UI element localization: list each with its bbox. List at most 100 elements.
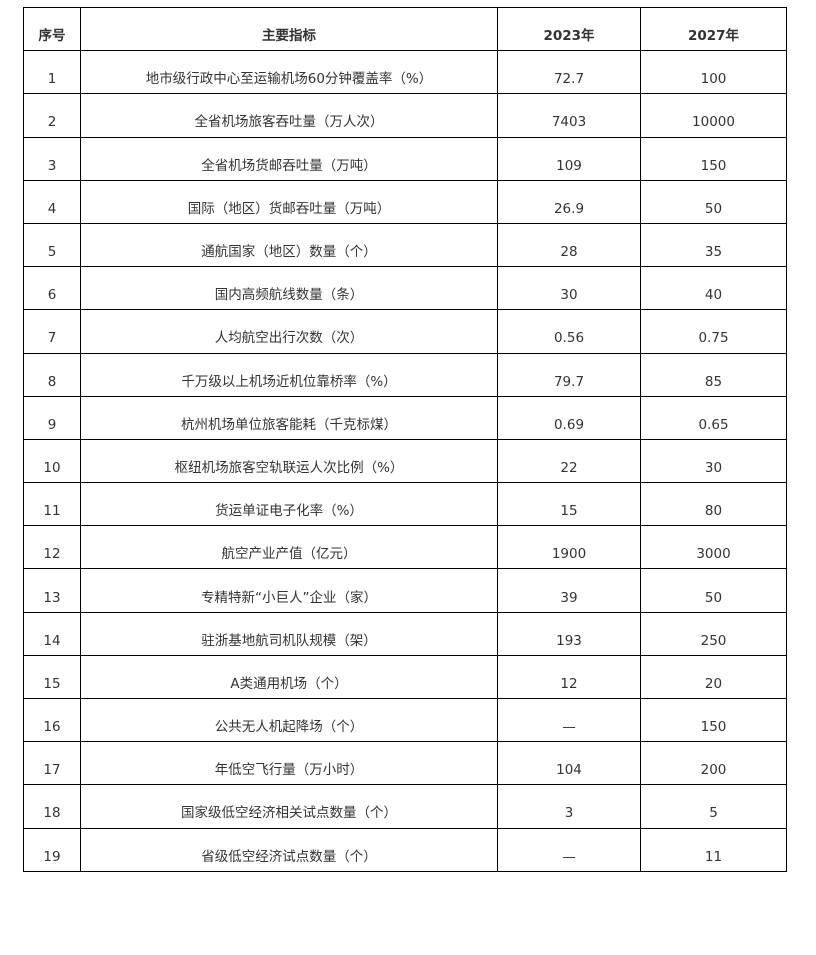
table-row: 4 国际（地区）货邮吞吐量（万吨） 26.9 50: [23, 179, 787, 224]
table-row: 19 省级低空经济试点数量（个） —11: [23, 827, 787, 872]
value-2027-cell: 20: [640, 654, 787, 700]
indicator-cell: 省级低空经济试点数量（个）: [80, 827, 498, 872]
value-2027-cell: 50: [640, 568, 787, 613]
value-2023-cell: 0.69: [497, 395, 641, 440]
value-2027-cell: 250: [640, 611, 787, 656]
value-2023-cell: 22: [497, 438, 641, 484]
value-2027-cell: 0.75: [640, 309, 787, 354]
table-row: 17 年低空飞行量（万小时） 104 200: [23, 741, 787, 786]
table-row: 5 通航国家（地区）数量（个） 28 35: [23, 222, 787, 268]
index-cell: 5: [23, 222, 81, 268]
index-cell: 19: [23, 827, 81, 872]
index-cell: 1: [23, 50, 81, 95]
value-2023-cell: —: [497, 697, 641, 743]
table-row: 2 全省机场旅客吞吐量（万人次） 7403 10000: [23, 93, 787, 138]
indicator-cell: 杭州机场单位旅客能耗（千克标煤）: [80, 395, 498, 440]
index-cell: 9: [23, 395, 81, 440]
table-row: 10 枢纽机场旅客空轨联运人次比例（%） 22 30: [23, 438, 787, 484]
table-row: 9 杭州机场单位旅客能耗（千克标煤） 0.69 0.65: [23, 395, 787, 440]
value-2023-cell: 1900: [497, 525, 641, 570]
value-2027-cell: 10000: [640, 93, 787, 138]
indicator-cell: 千万级以上机场近机位靠桥率（%）: [80, 352, 498, 397]
index-cell: 13: [23, 568, 81, 613]
indicator-cell: 国家级低空经济相关试点数量（个）: [80, 784, 498, 829]
value-2027-cell: 80: [640, 482, 787, 527]
value-2027-cell: 0.65: [640, 395, 787, 440]
header-indicator: 主要指标: [80, 6, 498, 52]
table-header-row: 序号 主要指标 2023年 2027年: [23, 6, 787, 52]
table-row: 3 全省机场货邮吞吐量（万吨） 109 150: [23, 136, 787, 181]
value-2027-cell: 85: [640, 352, 787, 397]
header-index: 序号: [23, 6, 81, 52]
table-row: 12 航空产业产值（亿元） 1900 3000: [23, 525, 787, 570]
table-row: 11 货运单证电子化率（%） 15 80: [23, 482, 787, 527]
table-row: 14 驻浙基地航司机队规模（架） 193 250: [23, 611, 787, 656]
value-2027-cell: 50: [640, 179, 787, 224]
value-2027-cell: 150: [640, 697, 787, 743]
value-2023-cell: 7403: [497, 93, 641, 138]
indicator-cell: 货运单证电子化率（%）: [80, 482, 498, 527]
indicator-cell: A类通用机场（个）: [80, 654, 498, 700]
value-2023-cell: 104: [497, 741, 641, 786]
value-2027-cell: 30: [640, 438, 787, 484]
table-row: 15 A类通用机场（个） 12 20: [23, 654, 787, 700]
header-2027: 2027年: [640, 6, 787, 52]
table-row: 6 国内高频航线数量（条） 30 40: [23, 266, 787, 311]
value-2023-cell: 109: [497, 136, 641, 181]
value-2023-cell: 0.56: [497, 309, 641, 354]
table-row: 18 国家级低空经济相关试点数量（个） 3 5: [23, 784, 787, 829]
value-2023-cell: 30: [497, 266, 641, 311]
value-2023-cell: 15: [497, 482, 641, 527]
value-2023-cell: 193: [497, 611, 641, 656]
indicator-cell: 国内高频航线数量（条）: [80, 266, 498, 311]
value-2023-cell: 3: [497, 784, 641, 829]
value-2023-cell: 12: [497, 654, 641, 700]
indicator-cell: 人均航空出行次数（次）: [80, 309, 498, 354]
index-cell: 12: [23, 525, 81, 570]
index-cell: 10: [23, 438, 81, 484]
indicator-cell: 国际（地区）货邮吞吐量（万吨）: [80, 179, 498, 224]
indicator-cell: 公共无人机起降场（个）: [80, 697, 498, 743]
index-cell: 4: [23, 179, 81, 224]
value-2023-cell: 26.9: [497, 179, 641, 224]
value-2023-cell: 28: [497, 222, 641, 268]
value-2027-cell: 35: [640, 222, 787, 268]
table-row: 1 地市级行政中心至运输机场60分钟覆盖率（%） 72.7 100: [23, 50, 787, 95]
indicator-cell: 年低空飞行量（万小时）: [80, 741, 498, 786]
indicator-cell: 通航国家（地区）数量（个）: [80, 222, 498, 268]
value-2027-cell: 200: [640, 741, 787, 786]
value-2027-cell: 5: [640, 784, 787, 829]
index-cell: 18: [23, 784, 81, 829]
index-cell: 8: [23, 352, 81, 397]
indicator-cell: 专精特新“小巨人”企业（家）: [80, 568, 498, 613]
table-row: 16 公共无人机起降场（个） —150: [23, 697, 787, 743]
header-2023: 2023年: [497, 6, 641, 52]
value-2027-cell: 150: [640, 136, 787, 181]
indicator-table: 序号 主要指标 2023年 2027年 1 地市级行政中心至运输机场60分钟覆盖率…: [23, 6, 787, 872]
index-cell: 3: [23, 136, 81, 181]
indicator-cell: 地市级行政中心至运输机场60分钟覆盖率（%）: [80, 50, 498, 95]
value-2027-cell: 11: [640, 827, 787, 872]
value-2027-cell: 100: [640, 50, 787, 95]
index-cell: 11: [23, 482, 81, 527]
index-cell: 17: [23, 741, 81, 786]
index-cell: 6: [23, 266, 81, 311]
index-cell: 16: [23, 697, 81, 743]
value-2027-cell: 40: [640, 266, 787, 311]
indicator-cell: 驻浙基地航司机队规模（架）: [80, 611, 498, 656]
value-2023-cell: —: [497, 827, 641, 872]
value-2023-cell: 79.7: [497, 352, 641, 397]
table-row: 8 千万级以上机场近机位靠桥率（%） 79.7 85: [23, 352, 787, 397]
value-2027-cell: 3000: [640, 525, 787, 570]
indicator-cell: 全省机场货邮吞吐量（万吨）: [80, 136, 498, 181]
index-cell: 15: [23, 654, 81, 700]
table-row: 7 人均航空出行次数（次） 0.56 0.75: [23, 309, 787, 354]
index-cell: 2: [23, 93, 81, 138]
indicator-cell: 全省机场旅客吞吐量（万人次）: [80, 93, 498, 138]
value-2023-cell: 72.7: [497, 50, 641, 95]
index-cell: 14: [23, 611, 81, 656]
indicator-cell: 航空产业产值（亿元）: [80, 525, 498, 570]
value-2023-cell: 39: [497, 568, 641, 613]
indicator-cell: 枢纽机场旅客空轨联运人次比例（%）: [80, 438, 498, 484]
table-row: 13 专精特新“小巨人”企业（家） 39 50: [23, 568, 787, 613]
